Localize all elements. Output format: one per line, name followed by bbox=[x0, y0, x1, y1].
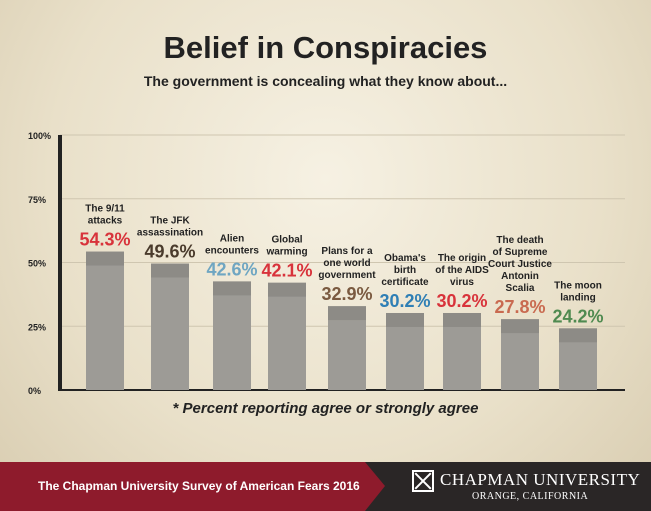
value-label: 30.2% bbox=[379, 291, 430, 311]
bar-illustration bbox=[213, 295, 251, 390]
category-label: Scalia bbox=[506, 283, 535, 294]
y-tick-label: 100% bbox=[28, 131, 51, 141]
bar-illustration bbox=[151, 277, 189, 390]
category-label: one world bbox=[323, 258, 370, 269]
footnote: * Percent reporting agree or strongly ag… bbox=[172, 400, 479, 417]
category-label: The JFK bbox=[150, 216, 190, 227]
value-label: 30.2% bbox=[436, 291, 487, 311]
y-tick-label: 75% bbox=[28, 195, 46, 205]
y-tick-label: 25% bbox=[28, 322, 46, 332]
category-label: Antonin bbox=[501, 271, 539, 282]
value-label: 27.8% bbox=[494, 297, 545, 317]
category-label: Obama's bbox=[384, 253, 426, 264]
category-label: birth bbox=[394, 265, 416, 276]
bar-illustration bbox=[268, 296, 306, 390]
footer-banner: The Chapman University Survey of America… bbox=[0, 462, 651, 511]
category-label: attacks bbox=[88, 216, 123, 227]
value-label: 42.6% bbox=[206, 259, 257, 279]
university-name: CHAPMAN UNIVERSITY bbox=[440, 470, 641, 489]
bar-illustration bbox=[443, 326, 481, 390]
category-label: virus bbox=[450, 277, 474, 288]
value-label: 32.9% bbox=[321, 284, 372, 304]
bar-illustration bbox=[328, 320, 366, 390]
category-label: The death bbox=[496, 235, 543, 246]
university-location: ORANGE, CALIFORNIA bbox=[472, 491, 589, 502]
category-label: government bbox=[318, 270, 376, 281]
category-label: The 9/11 bbox=[85, 204, 125, 215]
value-label: 54.3% bbox=[79, 230, 130, 250]
bar-illustration bbox=[86, 265, 124, 390]
category-label: Court Justice bbox=[488, 259, 552, 270]
chart-title: Belief in Conspiracies bbox=[163, 30, 488, 65]
category-label: landing bbox=[560, 292, 596, 303]
category-label: of the AIDS bbox=[435, 265, 489, 276]
category-label: The moon bbox=[554, 280, 602, 291]
y-tick-label: 0% bbox=[28, 386, 41, 396]
value-label: 42.1% bbox=[261, 261, 312, 281]
category-label: The origin bbox=[438, 253, 486, 264]
category-label: Plans for a bbox=[321, 246, 373, 257]
category-label: encounters bbox=[205, 245, 259, 256]
y-tick-label: 50% bbox=[28, 259, 46, 269]
bar-illustration bbox=[386, 326, 424, 390]
category-label: Global bbox=[271, 235, 302, 246]
category-label: certificate bbox=[381, 277, 429, 288]
category-label: Alien bbox=[220, 233, 244, 244]
value-label: 49.6% bbox=[144, 242, 195, 262]
category-label: assassination bbox=[137, 228, 203, 239]
survey-name: The Chapman University Survey of America… bbox=[38, 479, 360, 493]
chapman-logo-icon bbox=[412, 470, 434, 492]
bar-illustration bbox=[559, 342, 597, 390]
value-label: 24.2% bbox=[552, 306, 603, 326]
category-label: warming bbox=[265, 247, 307, 258]
chart-subtitle: The government is concealing what they k… bbox=[143, 73, 508, 89]
survey-banner: The Chapman University Survey of America… bbox=[0, 462, 385, 511]
bar-illustration bbox=[501, 333, 539, 390]
category-label: of Supreme bbox=[492, 247, 547, 258]
